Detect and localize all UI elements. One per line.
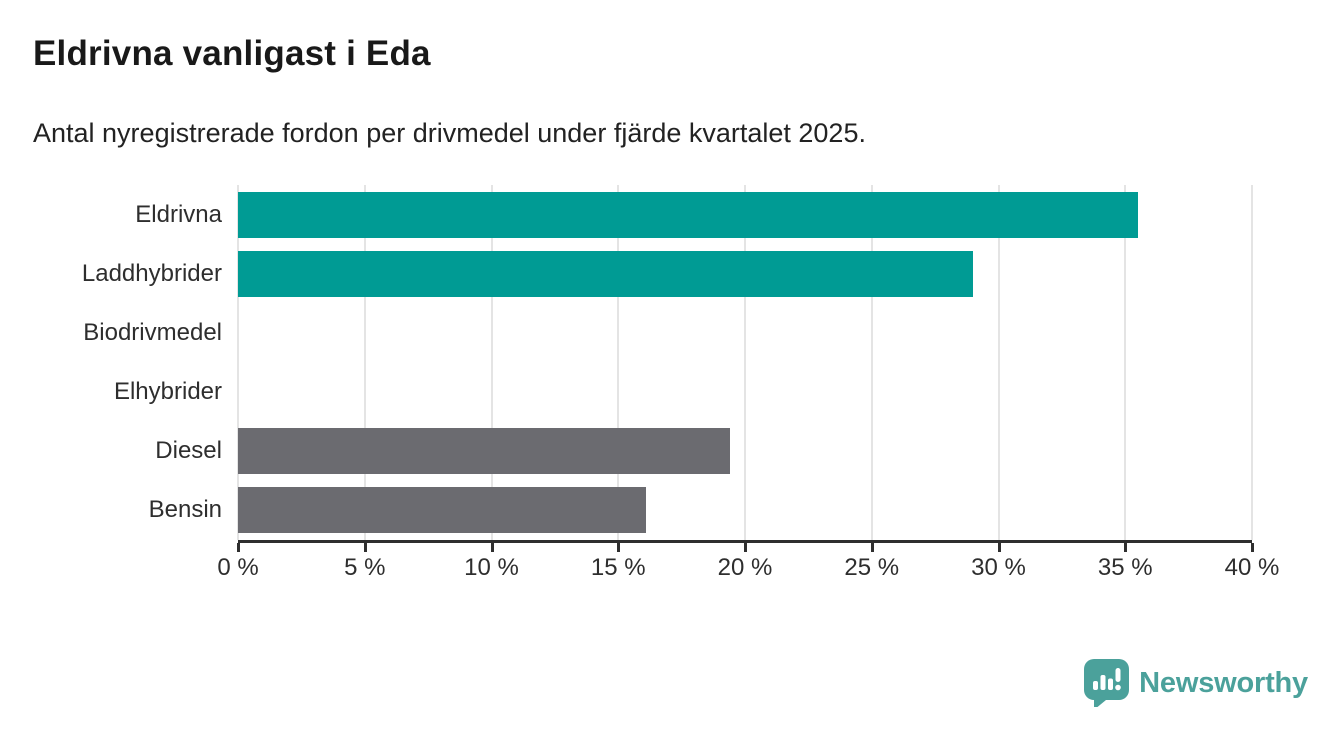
bar-bensin xyxy=(238,487,647,534)
category-label: Elhybrider xyxy=(113,378,222,406)
x-axis-tick xyxy=(1124,543,1128,552)
bar-eldrivna xyxy=(238,191,1138,238)
x-axis-tick-label: 35 % xyxy=(1097,554,1153,581)
gridline xyxy=(237,185,239,540)
brand-label: Newsworthy xyxy=(1139,666,1308,699)
x-axis-tick-label: 15 % xyxy=(590,554,646,581)
gridline xyxy=(617,185,620,540)
category-label: Diesel xyxy=(155,437,222,465)
chart-subtitle: Antal nyregistrerade fordon per drivmede… xyxy=(33,118,866,148)
x-axis-tick-label: 5 % xyxy=(344,554,386,581)
x-axis-tick-label: 10 % xyxy=(464,554,519,581)
category-label: Bensin xyxy=(148,496,222,524)
category-label: Laddhybrider xyxy=(81,259,222,287)
category-label-row: Biodrivmedel xyxy=(0,303,222,362)
chart-title: Eldrivna vanligast i Eda xyxy=(33,34,431,73)
gridline xyxy=(1124,185,1127,540)
x-axis-tick xyxy=(997,543,1001,552)
category-label-row: Laddhybrider xyxy=(0,244,222,303)
category-label: Eldrivna xyxy=(135,200,222,228)
x-axis-tick xyxy=(237,543,240,552)
category-axis: Eldrivna Laddhybrider Biodrivmedel Elhybrid… xyxy=(0,185,222,540)
category-label-row: Diesel xyxy=(0,422,222,481)
x-axis-tick xyxy=(744,543,747,552)
x-axis-tick-label: 25 % xyxy=(844,554,900,581)
x-axis-tick xyxy=(363,543,367,552)
gridline xyxy=(744,185,746,540)
x-axis-tick xyxy=(617,543,621,552)
x-axis-tick xyxy=(870,543,874,552)
gridline xyxy=(870,185,873,540)
bar-diesel xyxy=(238,428,730,475)
x-axis-tick-label: 0 % xyxy=(217,554,259,581)
gridline xyxy=(363,185,366,540)
gridline xyxy=(1251,185,1253,540)
newsworthy-chart-bubble-icon xyxy=(1084,659,1130,707)
bar-laddhybrider xyxy=(238,250,974,297)
x-axis-tick-label: 30 % xyxy=(971,554,1026,581)
brand-footer: Newsworthy xyxy=(1084,659,1308,707)
x-axis-tick-label: 20 % xyxy=(717,554,773,581)
category-label-row: Bensin xyxy=(0,481,222,540)
x-axis-line xyxy=(238,540,1252,543)
gridline xyxy=(490,185,493,540)
x-axis-tick-label: 40 % xyxy=(1224,554,1280,581)
x-axis-tick xyxy=(1251,543,1254,552)
gridline xyxy=(997,185,1000,540)
category-label-row: Eldrivna xyxy=(0,185,222,244)
plot-area xyxy=(237,185,1253,540)
x-axis-tick xyxy=(490,543,494,552)
category-label: Biodrivmedel xyxy=(83,318,222,346)
category-label-row: Elhybrider xyxy=(0,363,222,422)
